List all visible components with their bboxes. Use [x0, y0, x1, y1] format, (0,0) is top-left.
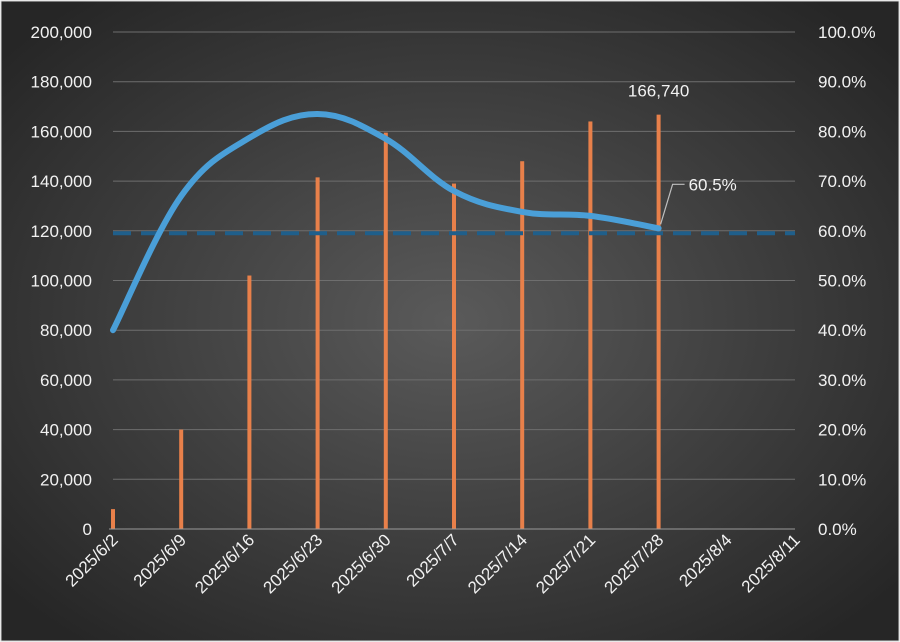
- y-tick-label: 20,000: [40, 470, 92, 489]
- data-labels: 166,740 60.5%: [628, 82, 737, 225]
- bar: [315, 177, 320, 529]
- bar: [383, 132, 388, 529]
- bar-series: [111, 114, 661, 530]
- bar: [520, 161, 525, 529]
- ratio-line: [110, 111, 662, 334]
- grid-lines: [113, 31, 795, 480]
- y-tick-label: 120,000: [31, 222, 92, 241]
- bar: [452, 183, 456, 529]
- y2-tick-label: 10.0%: [818, 470, 866, 489]
- y2-tick-label: 60.0%: [818, 222, 866, 241]
- bar: [588, 121, 593, 530]
- y2-tick-label: 50.0%: [818, 272, 866, 291]
- y-tick-label: 0: [83, 520, 92, 539]
- y-tick-label: 200,000: [31, 23, 92, 42]
- leader-line: [660, 183, 685, 225]
- bar: [656, 114, 661, 530]
- bar: [111, 509, 115, 529]
- y-tick-label: 40,000: [40, 421, 92, 440]
- y2-tick-label: 30.0%: [818, 371, 866, 390]
- y2-tick-label: 0.0%: [818, 520, 857, 539]
- y-tick-label: 140,000: [31, 172, 92, 191]
- y-tick-label: 100,000: [31, 272, 92, 291]
- y2-tick-label: 80.0%: [818, 122, 866, 141]
- y-tick-label: 160,000: [31, 122, 92, 141]
- y-tick-label: 180,000: [31, 73, 92, 92]
- bar: [247, 275, 252, 529]
- y-tick-label: 60,000: [40, 371, 92, 390]
- y2-tick-label: 40.0%: [818, 321, 866, 340]
- y-tick-label: 80,000: [40, 321, 92, 340]
- y2-tick-label: 70.0%: [818, 172, 866, 191]
- y2-tick-label: 100.0%: [818, 23, 876, 42]
- line-data-label: 60.5%: [689, 175, 737, 194]
- bar-data-label: 166,740: [628, 82, 689, 101]
- bar: [179, 429, 184, 529]
- y2-tick-label: 20.0%: [818, 421, 866, 440]
- y2-tick-label: 90.0%: [818, 73, 866, 92]
- line-series: [110, 111, 795, 334]
